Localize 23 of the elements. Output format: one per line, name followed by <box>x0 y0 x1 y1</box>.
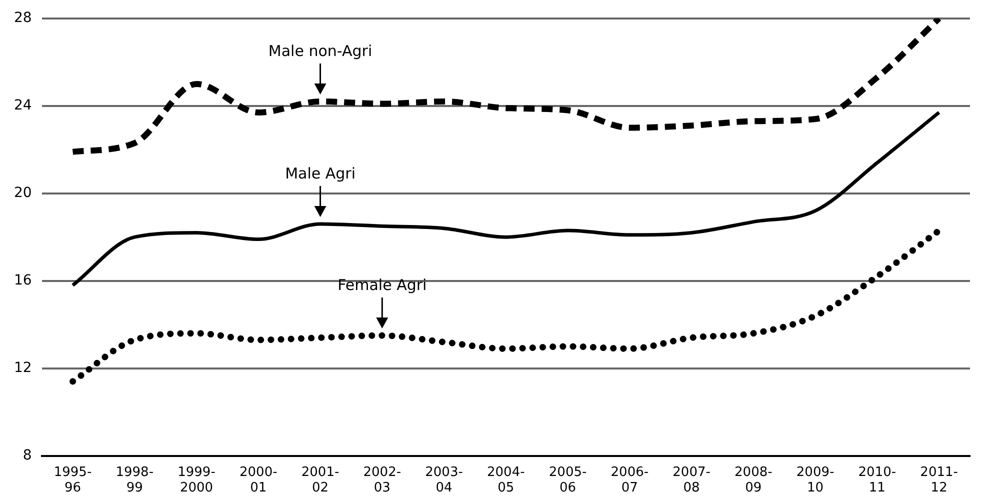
y-tick-label: 20 <box>14 185 32 201</box>
x-tick-label: 2009-10 <box>796 464 834 496</box>
annotation: Male non-Agri <box>268 42 372 60</box>
x-tick-label: 2004-05 <box>487 464 526 496</box>
x-tick-label: 2007-08 <box>672 464 711 496</box>
x-tick-label: 1999-2000 <box>178 464 216 496</box>
annotation: Male Agri <box>285 164 356 182</box>
x-tick-label: 2011-12 <box>920 464 958 496</box>
x-tick-label: 2001-02 <box>301 464 340 496</box>
x-tick-label: 2000-01 <box>240 464 278 496</box>
y-tick-label: 12 <box>14 360 32 376</box>
x-tick-label: 1998-99 <box>116 464 154 496</box>
y-tick-label: 24 <box>14 98 32 114</box>
x-tick-label: 2005-06 <box>548 464 587 496</box>
x-tick-label: 2003-04 <box>425 464 464 496</box>
x-tick-label: 2006-07 <box>610 464 649 496</box>
x-tick-label: 1995-96 <box>54 464 92 496</box>
x-tick-label: 2008-09 <box>734 464 773 496</box>
y-tick-label: 28 <box>14 10 32 26</box>
x-tick-label: 2010-11 <box>858 464 896 496</box>
y-tick-label: 16 <box>14 272 32 288</box>
y-tick-label: 8 <box>22 447 32 464</box>
x-tick-label: 2002-03 <box>363 464 402 496</box>
